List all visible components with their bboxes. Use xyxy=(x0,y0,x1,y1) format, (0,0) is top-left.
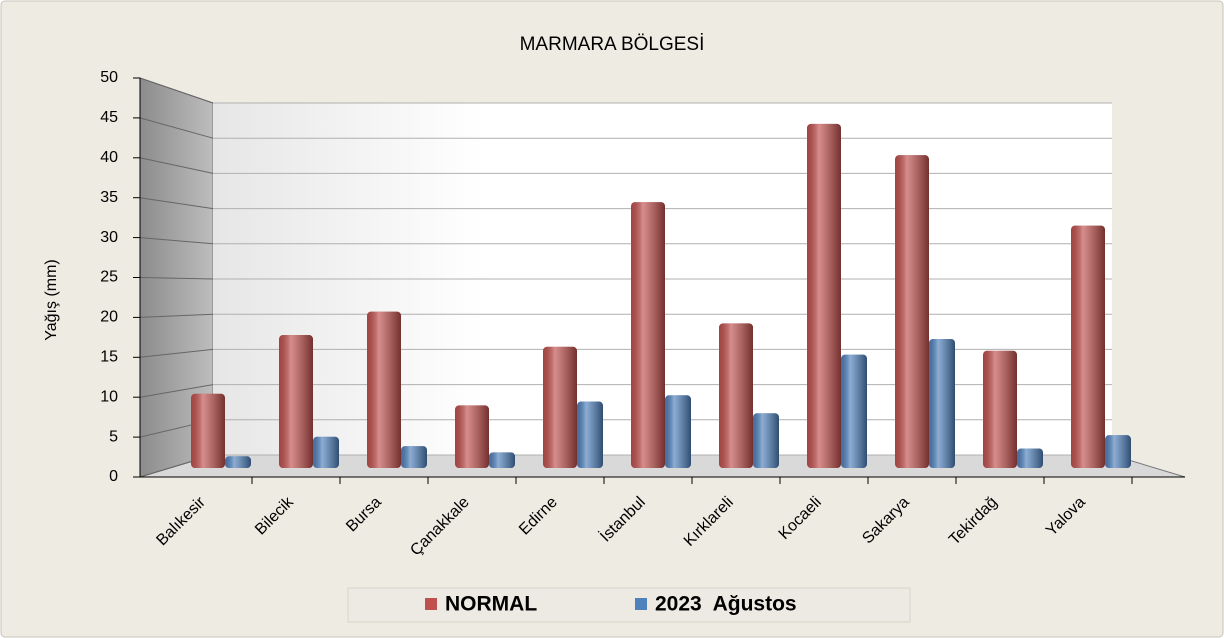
bar-shade xyxy=(489,452,515,468)
bar-shade xyxy=(983,350,1017,468)
legend-swatch xyxy=(635,598,647,610)
bar-shade xyxy=(455,405,489,468)
bar-shade xyxy=(577,401,603,468)
bar-shade xyxy=(225,456,251,468)
chart-title: MARMARA BÖLGESİ xyxy=(520,34,705,55)
grid-line xyxy=(139,197,214,210)
legend-swatch xyxy=(425,598,437,610)
y-tick-label: 50 xyxy=(100,69,118,86)
bar-shade xyxy=(841,354,867,468)
legend-label: 2023 Ağustos xyxy=(655,593,797,616)
y-tick-label: 30 xyxy=(100,229,118,246)
bar-shade xyxy=(367,311,401,468)
grid-line xyxy=(139,157,214,174)
y-tick-label: 25 xyxy=(100,269,118,286)
grid-line xyxy=(139,77,214,104)
y-tick-label: 0 xyxy=(109,468,118,485)
bar-shade xyxy=(1105,435,1131,468)
bar-shade xyxy=(807,123,841,468)
legend-label: NORMAL xyxy=(445,593,537,616)
bar-shade xyxy=(895,155,929,468)
grid-line xyxy=(139,384,214,398)
bar-shade xyxy=(1071,225,1105,468)
y-tick-label: 40 xyxy=(100,149,118,166)
bar-shade xyxy=(1017,448,1043,468)
y-tick-label: 45 xyxy=(100,109,118,126)
bar-shade xyxy=(631,202,665,469)
bar-shade xyxy=(753,413,779,468)
legend xyxy=(347,587,911,623)
bar-shade xyxy=(279,335,313,468)
y-tick-label: 15 xyxy=(100,349,118,366)
bar-shade xyxy=(313,436,339,468)
y-tick-label: 35 xyxy=(100,189,118,206)
bar-shade xyxy=(191,393,225,468)
grid-line xyxy=(139,117,214,139)
y-tick-label: 5 xyxy=(109,428,118,445)
bar-shade xyxy=(929,338,955,468)
grid-line xyxy=(139,277,214,280)
y-axis-label: Yağış (mm) xyxy=(43,259,60,340)
y-tick-label: 20 xyxy=(100,309,118,326)
bar-shade xyxy=(401,446,427,468)
y-tick-label: 10 xyxy=(100,388,118,405)
bar-shade xyxy=(665,395,691,468)
grid-line xyxy=(139,237,214,245)
bar-shade xyxy=(719,323,753,468)
bar-shade xyxy=(543,346,577,468)
grid-line xyxy=(139,313,214,318)
grid-line xyxy=(139,348,214,358)
